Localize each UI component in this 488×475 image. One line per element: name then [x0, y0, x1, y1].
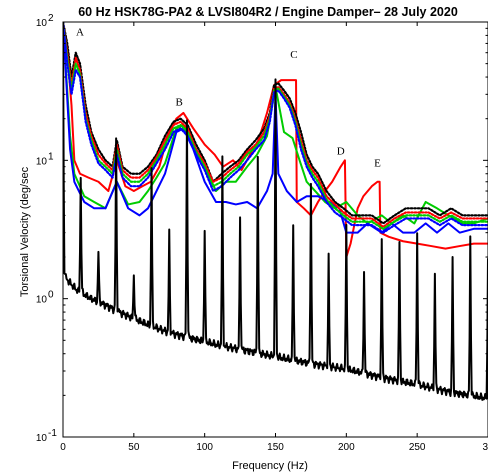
series-layer — [63, 22, 488, 401]
annotation-a: A — [76, 26, 84, 38]
annotation-c: C — [290, 49, 297, 61]
x-tick-label-5: 250 — [409, 442, 426, 453]
annotation-layer: A B C D E — [76, 26, 381, 169]
series-line-3 — [63, 22, 488, 234]
y-tick-label-2: 10 — [36, 156, 48, 167]
y-tick-exponent-3: 2 — [48, 13, 54, 24]
y-tick-exponent-2: 1 — [48, 151, 54, 162]
series-line-2 — [63, 22, 488, 225]
series-line-1 — [63, 22, 488, 259]
x-tick-label-2: 100 — [196, 442, 213, 453]
x-tick-label-0: 0 — [60, 442, 66, 453]
y-tick-label-1: 10 — [36, 295, 48, 306]
y-tick-label-3: 10 — [36, 18, 48, 29]
series-line-0 — [63, 22, 488, 401]
annotation-b: B — [175, 96, 182, 108]
x-tick-label-3: 150 — [267, 442, 284, 453]
y-tick-label-0: 10 — [36, 433, 48, 444]
x-tick-label-1: 50 — [128, 442, 140, 453]
y-axis-label: Torsional Velocity (deg/sec — [19, 166, 31, 297]
y-tick-exponent-1: 0 — [48, 290, 54, 301]
chart-title: 60 Hz HSK78G-PA2 & LVSI804R2 / Engine Da… — [78, 5, 458, 19]
x-tick-label-6: 30 — [482, 442, 488, 453]
annotation-e: E — [374, 158, 381, 170]
series-line-7 — [63, 22, 488, 234]
y-tick-exponent-0: -1 — [48, 428, 57, 439]
x-tick-label-4: 200 — [338, 442, 355, 453]
x-axis-label: Frequency (Hz) — [232, 460, 308, 472]
annotation-d: D — [337, 146, 345, 158]
